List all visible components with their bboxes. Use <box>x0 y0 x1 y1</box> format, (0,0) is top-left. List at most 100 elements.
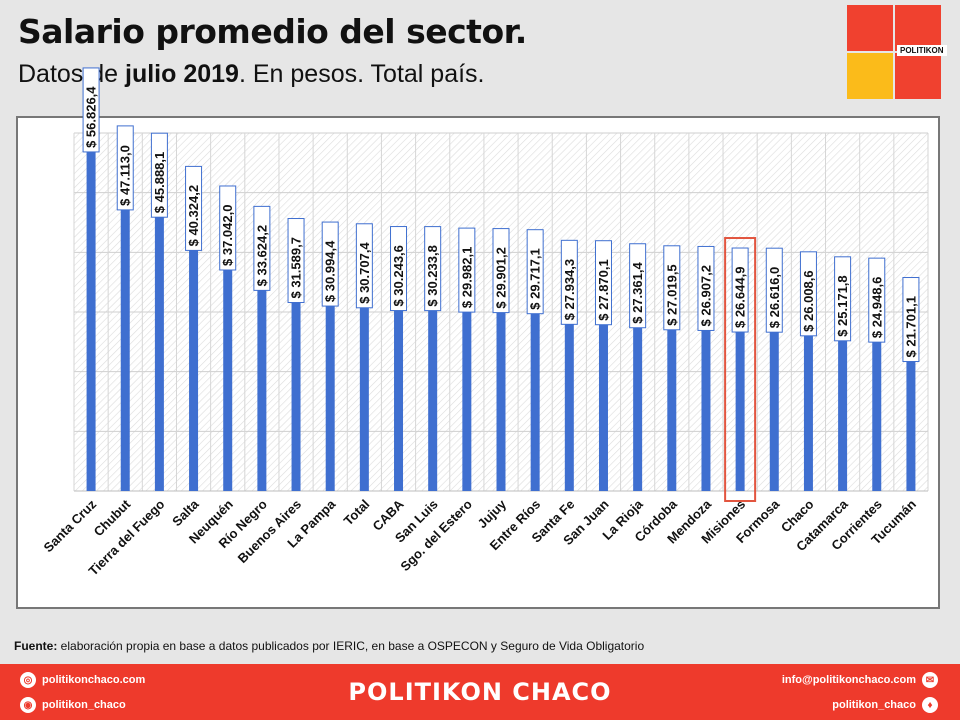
footer-twitter[interactable]: politikon_chaco ♦ <box>832 697 938 713</box>
data-label-text: $ 26.008,6 <box>801 270 816 331</box>
data-label-14: $ 27.934,3 <box>560 239 578 325</box>
data-label-5: $ 33.624,2 <box>253 205 271 291</box>
instagram-icon: ◉ <box>20 697 36 713</box>
bar-21 <box>803 335 813 491</box>
data-label-box <box>458 227 476 313</box>
data-label-text: $ 30.994,4 <box>323 240 338 302</box>
data-label-12: $ 29.901,2 <box>492 228 510 314</box>
bar-19 <box>735 332 745 491</box>
data-label-box <box>834 256 852 342</box>
bar-18 <box>701 330 711 491</box>
data-label-text: $ 30.243,6 <box>391 245 406 306</box>
data-label-20: $ 26.616,0 <box>765 247 783 333</box>
bar-24 <box>906 361 916 491</box>
data-label-box <box>697 245 715 331</box>
data-label-text: $ 45.888,1 <box>152 152 167 213</box>
chart-subtitle: Datos de julio 2019. En pesos. Total paí… <box>18 60 485 89</box>
data-label-text: $ 27.870,1 <box>596 259 611 320</box>
footer-instagram-text: politikon_chaco <box>42 699 126 711</box>
data-label-9: $ 30.243,6 <box>390 226 408 312</box>
data-label-text: $ 26.644,9 <box>733 267 748 328</box>
category-label-8: Total <box>341 497 373 529</box>
data-label-text: $ 27.019,5 <box>664 264 679 325</box>
data-label-box <box>185 165 203 251</box>
logo-text: POLITIKON <box>897 45 947 56</box>
data-label-box <box>321 221 339 307</box>
data-label-box <box>219 185 237 271</box>
data-label-17: $ 27.019,5 <box>663 245 681 331</box>
subtitle-pre: Datos de <box>18 60 126 88</box>
politikon-logo: POLITIKON <box>847 5 947 99</box>
data-label-21: $ 26.008,6 <box>799 251 817 337</box>
bar-4 <box>223 269 233 491</box>
footer-instagram[interactable]: ◉ politikon_chaco <box>20 697 126 713</box>
data-label-box <box>731 247 749 333</box>
data-label-1: $ 47.113,0 <box>116 125 134 211</box>
bar-7 <box>325 306 335 491</box>
bar-3 <box>189 250 199 491</box>
globe-icon: ◎ <box>20 672 36 688</box>
data-label-text: $ 31.589,7 <box>289 237 304 298</box>
bar-12 <box>496 312 506 491</box>
bar-13 <box>530 313 540 491</box>
data-label-box <box>594 240 612 326</box>
data-label-2: $ 45.888,1 <box>150 132 168 218</box>
data-label-text: $ 24.948,6 <box>869 277 884 338</box>
data-label-text: $ 26.616,0 <box>767 267 782 328</box>
data-label-18: $ 26.907,2 <box>697 245 715 331</box>
data-label-text: $ 30.233,8 <box>425 245 440 306</box>
data-label-box <box>253 205 271 291</box>
data-label-text: $ 21.701,1 <box>903 296 918 357</box>
data-label-box <box>799 251 817 337</box>
data-label-7: $ 30.994,4 <box>321 221 339 307</box>
twitter-icon: ♦ <box>922 697 938 713</box>
data-label-box <box>902 277 920 363</box>
data-label-text: $ 29.901,2 <box>494 247 509 308</box>
data-label-10: $ 30.233,8 <box>424 226 442 312</box>
data-label-15: $ 27.870,1 <box>594 240 612 326</box>
bar-6 <box>291 302 301 491</box>
data-label-text: $ 27.934,3 <box>562 259 577 320</box>
data-label-box <box>116 125 134 211</box>
chart-title: Salario promedio del sector. <box>18 12 527 51</box>
bar-11 <box>462 312 472 491</box>
bar-23 <box>872 342 882 491</box>
data-label-box <box>663 245 681 331</box>
logo-square <box>847 53 893 99</box>
bar-10 <box>428 310 438 491</box>
data-label-text: $ 25.171,8 <box>835 275 850 336</box>
data-label-text: $ 40.324,2 <box>186 185 201 246</box>
logo-square <box>895 53 941 99</box>
data-label-16: $ 27.361,4 <box>629 243 647 329</box>
data-label-24: $ 21.701,1 <box>902 277 920 363</box>
data-label-box <box>150 132 168 218</box>
footer-twitter-text: politikon_chaco <box>832 699 916 711</box>
data-label-box <box>355 223 373 309</box>
data-label-text: $ 37.042,0 <box>220 205 235 266</box>
source-note: Fuente: elaboración propia en base a dat… <box>14 639 644 653</box>
footer-website-text: politikonchaco.com <box>42 674 146 686</box>
bar-8 <box>359 307 369 491</box>
data-label-text: $ 29.982,1 <box>459 247 474 308</box>
data-label-text: $ 33.624,2 <box>254 225 269 286</box>
bar-16 <box>633 327 643 491</box>
highlight-frame <box>724 237 757 502</box>
subtitle-date: julio 2019 <box>125 60 239 88</box>
data-label-text: $ 30.707,4 <box>357 242 372 304</box>
category-label-0: Santa Cruz <box>41 496 100 555</box>
data-label-box <box>492 228 510 314</box>
footer-website[interactable]: ◎ politikonchaco.com <box>20 672 145 688</box>
data-label-text: $ 56.826,4 <box>84 86 99 148</box>
data-label-19: $ 26.644,9 <box>731 247 749 333</box>
data-label-box <box>82 67 100 153</box>
data-label-8: $ 30.707,4 <box>355 223 373 309</box>
footer-bar: ◎ politikonchaco.com ◉ politikon_chaco POL… <box>0 664 960 720</box>
data-label-box <box>526 229 544 315</box>
logo-square <box>895 5 941 51</box>
email-icon: ✉ <box>922 672 938 688</box>
data-label-text: $ 47.113,0 <box>118 145 133 206</box>
data-label-text: $ 26.907,2 <box>698 265 713 326</box>
footer-email[interactable]: info@politikonchaco.com ✉ <box>782 672 938 688</box>
data-label-23: $ 24.948,6 <box>868 257 886 343</box>
footer-brand: POLITIKON CHACO <box>348 678 612 706</box>
